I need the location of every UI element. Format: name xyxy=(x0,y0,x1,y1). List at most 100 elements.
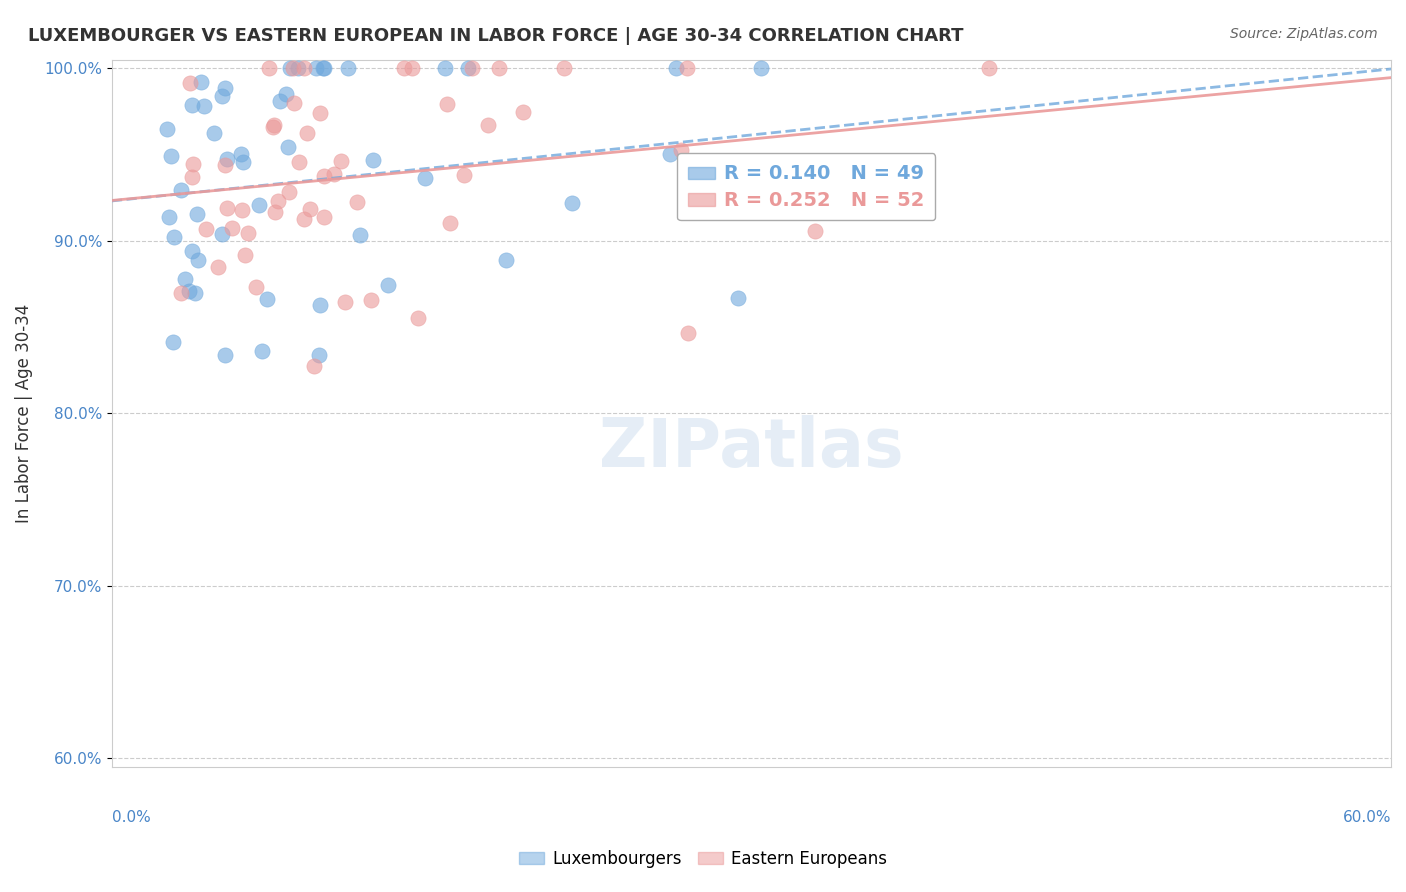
Point xyxy=(312,169,335,183)
Point xyxy=(207,260,229,274)
Text: Source: ZipAtlas.com: Source: ZipAtlas.com xyxy=(1230,27,1378,41)
Point xyxy=(177,284,200,298)
Point xyxy=(669,143,692,157)
Point xyxy=(335,294,357,309)
Point xyxy=(180,170,202,185)
Point xyxy=(288,155,311,169)
Point xyxy=(187,252,209,267)
Point xyxy=(553,61,575,75)
Point xyxy=(283,95,305,110)
Point xyxy=(214,349,236,363)
Point xyxy=(162,335,184,350)
Point xyxy=(665,61,688,75)
Text: 0.0%: 0.0% xyxy=(112,810,150,825)
Point xyxy=(308,298,330,312)
Point xyxy=(278,185,301,199)
Point xyxy=(512,104,534,119)
Point xyxy=(181,244,204,258)
Point xyxy=(406,311,429,326)
Point xyxy=(377,278,399,293)
Point xyxy=(157,210,180,224)
Point xyxy=(495,252,517,267)
Point xyxy=(401,61,423,75)
Point xyxy=(287,61,309,75)
Point xyxy=(488,61,510,75)
Point xyxy=(360,293,382,307)
Point xyxy=(413,171,436,186)
Point xyxy=(211,227,233,241)
Point xyxy=(195,222,218,236)
Point xyxy=(215,153,238,167)
Point xyxy=(727,291,749,305)
Point xyxy=(221,220,243,235)
Point xyxy=(160,148,183,162)
Point xyxy=(269,94,291,108)
Point xyxy=(211,88,233,103)
Point xyxy=(155,121,177,136)
Point xyxy=(263,119,285,133)
Point xyxy=(233,248,256,262)
Point xyxy=(433,61,456,75)
Point xyxy=(170,285,193,300)
Point xyxy=(477,118,499,132)
Point xyxy=(277,140,299,154)
Point xyxy=(190,75,212,89)
Point xyxy=(302,359,325,373)
Point xyxy=(346,194,368,209)
Point xyxy=(561,196,583,211)
Point xyxy=(276,87,298,102)
Text: LUXEMBOURGER VS EASTERN EUROPEAN IN LABOR FORCE | AGE 30-34 CORRELATION CHART: LUXEMBOURGER VS EASTERN EUROPEAN IN LABO… xyxy=(28,27,963,45)
Point xyxy=(186,206,208,220)
Point xyxy=(308,348,330,362)
Point xyxy=(749,61,772,75)
Point xyxy=(281,61,304,75)
Point xyxy=(193,99,215,113)
Point xyxy=(457,61,479,75)
Point xyxy=(231,202,253,217)
Point xyxy=(181,98,204,112)
Point xyxy=(292,211,315,226)
Point xyxy=(460,61,482,75)
Point xyxy=(214,158,236,172)
Point xyxy=(250,343,273,358)
Point xyxy=(311,61,333,75)
Point xyxy=(232,155,254,169)
Point xyxy=(308,106,330,120)
Point xyxy=(229,146,252,161)
Point xyxy=(392,61,415,75)
Legend: Luxembourgers, Eastern Europeans: Luxembourgers, Eastern Europeans xyxy=(512,844,894,875)
Point xyxy=(676,61,699,75)
Point xyxy=(305,61,328,75)
Point xyxy=(179,76,201,90)
Point xyxy=(278,61,301,75)
Point xyxy=(249,197,271,211)
Y-axis label: In Labor Force | Age 30-34: In Labor Force | Age 30-34 xyxy=(15,303,32,523)
Point xyxy=(174,272,197,286)
Point xyxy=(439,217,461,231)
Point xyxy=(329,153,352,168)
Point xyxy=(314,61,336,75)
Point xyxy=(181,157,204,171)
Point xyxy=(979,61,1001,75)
Point xyxy=(169,183,191,197)
Point xyxy=(215,201,238,215)
Point xyxy=(264,204,287,219)
Point xyxy=(337,61,360,75)
Point xyxy=(256,293,278,307)
Legend: R = 0.140   N = 49, R = 0.252   N = 52: R = 0.140 N = 49, R = 0.252 N = 52 xyxy=(678,153,935,220)
Point xyxy=(267,194,290,209)
Point xyxy=(349,227,371,242)
Point xyxy=(312,211,335,225)
Point xyxy=(436,96,458,111)
Point xyxy=(659,147,682,161)
Point xyxy=(804,224,827,238)
Point xyxy=(238,226,260,240)
Point xyxy=(245,280,267,294)
Text: ZIPatlas: ZIPatlas xyxy=(599,416,904,482)
Point xyxy=(295,127,318,141)
Point xyxy=(361,153,384,167)
Point xyxy=(163,230,186,244)
Point xyxy=(292,61,315,75)
Point xyxy=(214,80,236,95)
Point xyxy=(184,285,207,300)
